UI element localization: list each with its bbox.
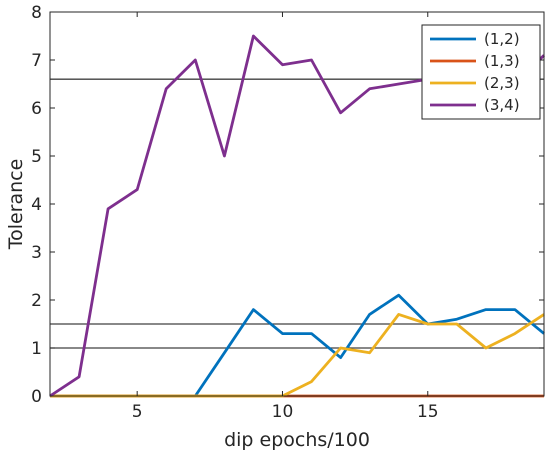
legend-label: (1,3) bbox=[484, 52, 520, 70]
x-axis-ticks: 5 10 15 bbox=[132, 12, 439, 422]
y-tick-label: 7 bbox=[31, 51, 42, 71]
y-tick-label: 5 bbox=[31, 147, 42, 167]
legend-label: (1,2) bbox=[484, 30, 520, 48]
legend-label: (3,4) bbox=[484, 96, 520, 114]
y-tick-label: 0 bbox=[31, 387, 42, 407]
y-axis-label: Tolerance bbox=[5, 159, 27, 251]
legend: (1,2) (1,3) (2,3) (3,4) bbox=[421, 24, 541, 120]
y-tick-label: 8 bbox=[31, 3, 42, 23]
x-tick-label: 5 bbox=[132, 402, 143, 422]
y-tick-label: 4 bbox=[31, 195, 42, 215]
y-tick-label: 1 bbox=[31, 339, 42, 359]
legend-box bbox=[421, 24, 541, 120]
x-axis-label: dip epochs/100 bbox=[224, 429, 370, 451]
x-tick-label: 15 bbox=[417, 402, 439, 422]
y-tick-label: 6 bbox=[31, 99, 42, 119]
legend-label: (2,3) bbox=[484, 74, 520, 92]
y-tick-label: 2 bbox=[31, 291, 42, 311]
x-tick-label: 10 bbox=[272, 402, 294, 422]
y-axis-ticks: 0 1 2 3 4 5 6 7 8 bbox=[31, 3, 544, 407]
y-tick-label: 3 bbox=[31, 243, 42, 263]
